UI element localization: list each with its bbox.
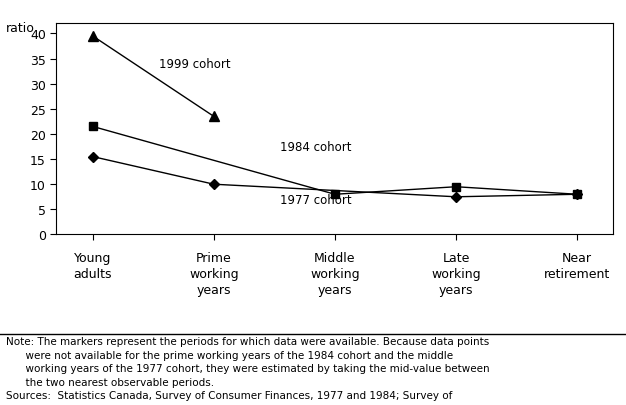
Text: Near
retirement: Near retirement — [544, 251, 610, 280]
Text: Prime
working
years: Prime working years — [189, 251, 239, 296]
Text: 1977 cohort: 1977 cohort — [280, 193, 352, 206]
Text: 1999 cohort: 1999 cohort — [159, 58, 231, 71]
Text: 1984 cohort: 1984 cohort — [280, 141, 352, 153]
Text: Late
working
years: Late working years — [431, 251, 481, 296]
Text: Note: The markers represent the periods for which data were available. Because d: Note: The markers represent the periods … — [6, 336, 490, 405]
Text: Young
adults: Young adults — [73, 251, 112, 280]
Text: Middle
working
years: Middle working years — [310, 251, 360, 296]
Text: ratio: ratio — [6, 22, 35, 35]
